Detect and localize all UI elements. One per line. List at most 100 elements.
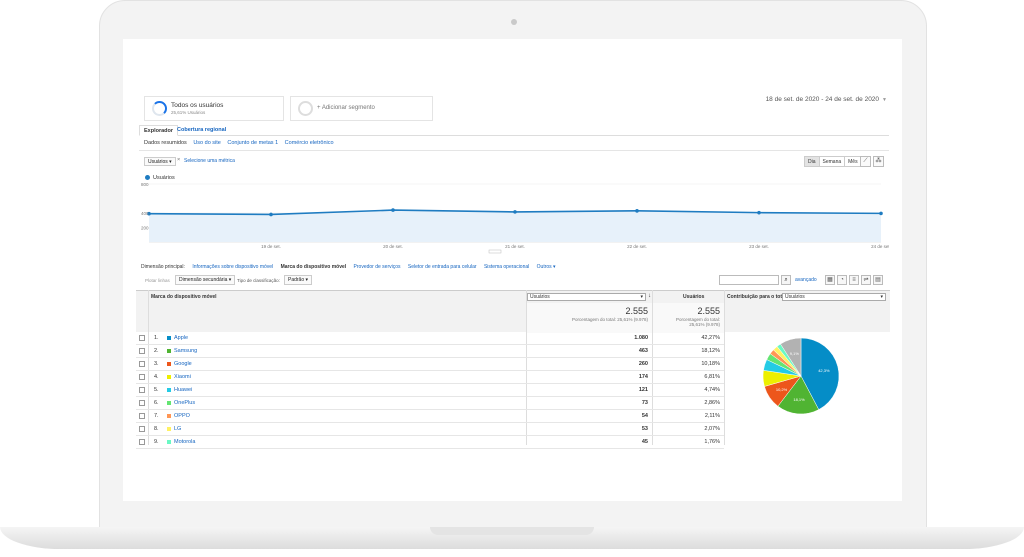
comparison-view-icon[interactable]: ⇌ <box>861 275 871 285</box>
row-users-percent: 42,27% <box>701 335 720 341</box>
table-row: 7. OPPO 54 2,11% <box>136 410 724 423</box>
row-brand-link[interactable]: Apple <box>174 335 189 341</box>
period-month[interactable]: Mês <box>845 157 861 166</box>
column-header-dimension[interactable]: Marca do dispositivo móvel <box>151 294 217 300</box>
row-color-swatch <box>167 414 171 418</box>
column-divider <box>526 290 527 445</box>
row-users-value: 73 <box>641 400 648 406</box>
subnav-summary[interactable]: Dados resumidos <box>144 140 187 146</box>
row-brand-link[interactable]: Huawei <box>174 387 193 393</box>
row-users-value: 174 <box>638 374 648 380</box>
metric-select[interactable]: Usuários ▾ <box>144 157 176 166</box>
subnav-ecommerce[interactable]: Comércio eletrônico <box>284 140 334 146</box>
row-checkbox[interactable] <box>139 426 145 432</box>
plot-rows-button[interactable]: Plotar linhas <box>145 278 170 283</box>
row-checkbox[interactable] <box>139 348 145 354</box>
row-checkbox[interactable] <box>139 439 145 445</box>
motion-chart-icon[interactable]: ⁂ <box>873 156 884 167</box>
chevron-down-icon: ▼ <box>882 97 887 103</box>
dim-operating-system[interactable]: Sistema operacional <box>483 264 530 270</box>
primary-dimension-label: Dimensão principal: <box>141 264 185 270</box>
line-chart-icon[interactable]: ⟋ <box>860 156 871 167</box>
camera-icon <box>511 19 517 25</box>
period-week[interactable]: Semana <box>819 157 846 166</box>
pie-slice-label: 10,2% <box>776 387 788 392</box>
advanced-filter-link[interactable]: avançado <box>795 277 817 283</box>
dim-input-selector[interactable]: Seletor de entrada para celular <box>407 264 477 270</box>
row-brand-link[interactable]: Google <box>174 361 192 367</box>
row-index: 2. <box>154 348 159 354</box>
row-checkbox[interactable] <box>139 387 145 393</box>
row-checkbox[interactable] <box>139 400 145 406</box>
dim-device-info[interactable]: Informações sobre dispositivo móvel <box>192 264 274 270</box>
period-toggle: Dia Semana Mês <box>804 156 862 167</box>
segment-ring-icon <box>152 101 167 116</box>
remove-metric-icon[interactable]: × <box>177 157 181 163</box>
legend-label: Usuários <box>153 175 175 181</box>
dim-others[interactable]: Outros ▾ <box>536 264 556 270</box>
column-header-users[interactable]: Usuários <box>683 294 705 300</box>
segment-all-users[interactable]: Todos os usuários 25,61% Usuários <box>144 96 284 121</box>
table-view-icon[interactable]: ▦ <box>825 275 835 285</box>
total-subtext-2a: Porcentagem do total: <box>675 317 720 322</box>
row-users-value: 1.080 <box>634 335 648 341</box>
row-users-value: 260 <box>638 361 648 367</box>
row-checkbox[interactable] <box>139 374 145 380</box>
total-value-2: 2.555 <box>697 306 720 316</box>
row-color-swatch <box>167 375 171 379</box>
date-range-picker[interactable]: 18 de set. de 2020 - 24 de set. de 2020 ▼ <box>766 96 887 103</box>
add-segment-button[interactable]: + Adicionar segmento <box>290 96 433 121</box>
search-icon[interactable]: ⌕ <box>781 275 791 285</box>
subnav-goal-set[interactable]: Conjunto de metas 1 <box>227 140 279 146</box>
contribution-select[interactable]: Usuários ▾ <box>782 293 886 301</box>
column-divider <box>652 290 653 445</box>
laptop-notch <box>430 527 594 535</box>
data-point <box>513 210 517 214</box>
dim-service-provider[interactable]: Provedor de serviços <box>353 264 401 270</box>
metric-column-select[interactable]: Usuários ▾ <box>527 293 646 301</box>
row-brand-link[interactable]: Samsung <box>174 348 198 354</box>
pie-slice <box>800 337 840 410</box>
divider <box>139 150 889 151</box>
tab-explorer[interactable]: Explorador <box>139 125 179 136</box>
row-brand-link[interactable]: Xiaomi <box>174 374 191 380</box>
secondary-dimension-select[interactable]: Dimensão secundária ▾ <box>175 275 236 285</box>
row-checkbox[interactable] <box>139 335 145 341</box>
x-tick-label: 20 de set. <box>383 244 403 249</box>
analytics-screen: Todos os usuários 25,61% Usuários + Adic… <box>123 39 902 501</box>
subnav-site-usage[interactable]: Uso do site <box>193 140 221 146</box>
chart-legend: Usuários <box>145 175 175 181</box>
pivot-view-icon[interactable]: ▤ <box>873 275 883 285</box>
table-header: Marca do dispositivo móvel Usuários ▾ ↓ U… <box>136 290 890 333</box>
row-checkbox[interactable] <box>139 361 145 367</box>
table-row: 6. OnePlus 73 2,86% <box>136 397 724 410</box>
bar-view-icon[interactable]: ≡ <box>849 275 859 285</box>
row-brand-link[interactable]: OPPO <box>174 413 190 419</box>
empty-ring-icon <box>298 101 313 116</box>
row-index: 8. <box>154 426 159 432</box>
row-color-swatch <box>167 388 171 392</box>
series-dot-icon <box>145 175 150 181</box>
row-users-value: 45 <box>641 439 648 445</box>
row-brand-link[interactable]: Motorola <box>174 439 196 445</box>
users-line-chart: 800 400 200 19 de set. 20 de set. 21 de set. 2… <box>141 182 889 254</box>
dim-device-brand[interactable]: Marca do dispositivo móvel <box>280 264 347 270</box>
pie-view-icon[interactable]: ◔ <box>837 275 847 285</box>
row-brand-link[interactable]: OnePlus <box>174 400 196 406</box>
add-segment-label: + Adicionar segmento <box>317 105 375 111</box>
table-row: 2. Samsung 463 18,12% <box>136 345 724 358</box>
row-users-percent: 2,07% <box>704 426 720 432</box>
row-checkbox[interactable] <box>139 413 145 419</box>
data-point <box>391 208 395 212</box>
sort-down-icon[interactable]: ↓ <box>648 293 651 299</box>
row-brand-link[interactable]: LG <box>174 426 182 432</box>
select-metric-link[interactable]: Selecione uma métrica <box>184 158 235 164</box>
table-row: 5. Huawei 121 4,74% <box>136 384 724 397</box>
tab-regional[interactable]: Cobertura regional <box>177 127 227 133</box>
metric-column-label: Usuários <box>530 294 550 300</box>
sort-type-label: Tipo de classificação: <box>237 278 280 283</box>
period-day[interactable]: Dia <box>805 157 820 166</box>
total-metric-2: 2.555 Porcentagem do total: 25,61% (9.978… <box>652 303 724 333</box>
table-search-input[interactable] <box>719 275 779 285</box>
sort-type-select[interactable]: Padrão ▾ <box>284 275 313 285</box>
